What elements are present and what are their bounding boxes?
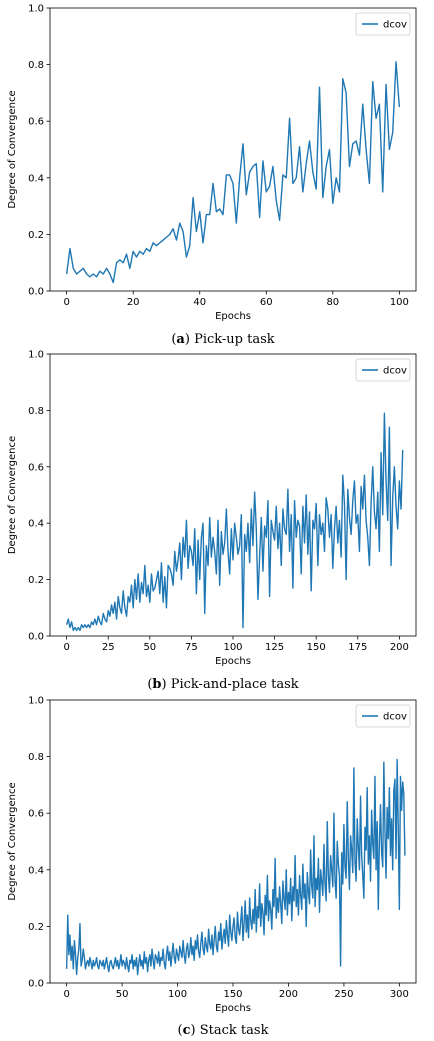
x-tick-label: 0 xyxy=(63,297,69,308)
x-tick-label: 300 xyxy=(390,989,409,1000)
y-tick-label: 0.8 xyxy=(28,60,44,71)
legend-box xyxy=(355,12,411,36)
figure-caption: (b) Pick-and-place task xyxy=(147,677,298,692)
y-tick-label: 1.0 xyxy=(28,4,44,15)
legend: dcov xyxy=(355,704,411,728)
y-tick-label: 0.4 xyxy=(28,865,44,876)
y-tick-label: 0.6 xyxy=(28,462,44,473)
y-axis-label: Degree of Convergence xyxy=(7,90,18,208)
x-tick-label: 250 xyxy=(334,989,353,1000)
y-tick-label: 0.6 xyxy=(28,809,44,820)
y-tick-label: 0.8 xyxy=(28,406,44,417)
x-tick-label: 40 xyxy=(193,297,206,308)
x-axis-label: Epochs xyxy=(215,311,251,322)
x-tick-label: 0 xyxy=(63,642,69,653)
x-tick-label: 150 xyxy=(223,989,242,1000)
x-tick-label: 0 xyxy=(63,989,69,1000)
x-tick-label: 150 xyxy=(307,642,326,653)
x-tick-label: 100 xyxy=(390,297,409,308)
caption-text: Pick-and-place task xyxy=(167,677,299,692)
legend-label: dcov xyxy=(383,712,407,723)
y-tick-label: 0.2 xyxy=(28,230,44,241)
x-axis-label: Epochs xyxy=(215,1003,251,1014)
y-tick-label: 0.6 xyxy=(28,117,44,128)
y-tick-label: 1.0 xyxy=(28,696,44,707)
chart-1: 0 20 40 60 80 100 0.0 0.2 0.4 0.6 0.8 1.0 Epochs Degr… xyxy=(7,4,417,347)
caption-text: Pick-up task xyxy=(190,332,275,347)
x-tick-label: 75 xyxy=(185,642,198,653)
x-tick-label: 175 xyxy=(348,642,367,653)
caption-letter: c xyxy=(183,1023,191,1038)
x-tick-label: 60 xyxy=(260,297,273,308)
legend-label: dcov xyxy=(383,20,407,31)
x-tick-label: 200 xyxy=(279,989,298,1000)
y-tick-label: 0.8 xyxy=(28,752,44,763)
x-tick-label: 50 xyxy=(116,989,129,1000)
legend: dcov xyxy=(355,12,411,36)
caption-letter: b xyxy=(152,677,161,692)
y-axis-label: Degree of Convergence xyxy=(7,782,18,900)
chart-3: 0 50 100 150 200 250 300 0.0 0.2 0.4 0.6 0.8 1.0 Epoc… xyxy=(7,696,417,1038)
x-tick-label: 100 xyxy=(168,989,187,1000)
legend-box xyxy=(355,358,411,382)
x-tick-label: 200 xyxy=(390,642,409,653)
legend: dcov xyxy=(355,358,411,382)
chart-2: 0 25 50 75 100 125 150 175 200 0.0 0.2 0.4 0.6 0.8 1.0… xyxy=(7,350,417,692)
x-tick-label: 50 xyxy=(143,642,156,653)
y-tick-label: 1.0 xyxy=(28,350,44,361)
x-axis-label: Epochs xyxy=(215,656,251,667)
x-tick-label: 125 xyxy=(265,642,284,653)
series-line-dcov xyxy=(65,758,406,976)
y-tick-label: 0.2 xyxy=(28,575,44,586)
plot-frame xyxy=(49,7,417,292)
caption-text: Stack task xyxy=(196,1023,269,1038)
y-tick-label: 0.0 xyxy=(28,287,44,298)
series-line-dcov xyxy=(65,412,404,632)
y-tick-label: 0.0 xyxy=(28,979,44,990)
y-tick-label: 0.2 xyxy=(28,922,44,933)
series-line-dcov xyxy=(65,61,401,284)
figure-caption: (c) Stack task xyxy=(178,1023,269,1038)
x-tick-label: 100 xyxy=(223,642,242,653)
y-axis-label: Degree of Convergence xyxy=(7,436,18,554)
legend-label: dcov xyxy=(383,366,407,377)
x-tick-label: 80 xyxy=(326,297,339,308)
legend-box xyxy=(355,704,411,728)
y-tick-label: 0.4 xyxy=(28,519,44,530)
caption-letter: a xyxy=(176,332,185,347)
figure-caption: (a) Pick-up task xyxy=(171,332,274,347)
y-tick-label: 0.4 xyxy=(28,173,44,184)
x-tick-label: 25 xyxy=(102,642,115,653)
x-tick-label: 20 xyxy=(127,297,140,308)
y-tick-label: 0.0 xyxy=(28,632,44,643)
